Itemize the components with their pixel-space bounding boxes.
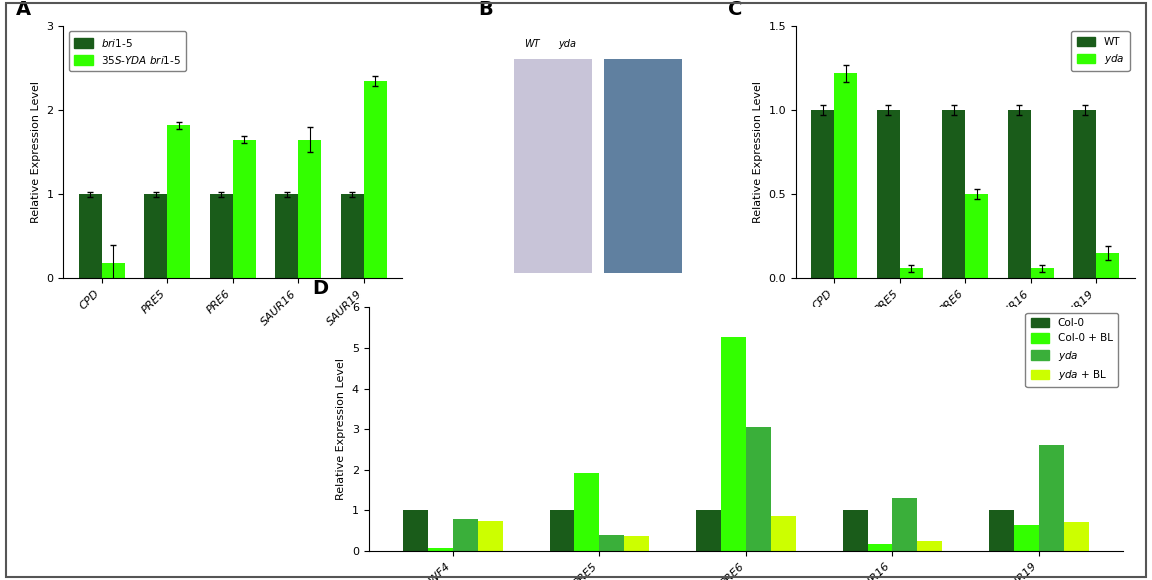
- Bar: [167, 125, 190, 278]
- Bar: [900, 269, 923, 278]
- Bar: [275, 194, 298, 278]
- Bar: [453, 519, 478, 551]
- Legend: $bri1$-$5$, $35S$-$YDA$ $bri1$-$5$: $bri1$-$5$, $35S$-$YDA$ $bri1$-$5$: [69, 31, 187, 71]
- Bar: [965, 194, 988, 278]
- Bar: [599, 535, 624, 551]
- FancyBboxPatch shape: [514, 59, 592, 273]
- Bar: [298, 140, 321, 278]
- Bar: [893, 498, 917, 551]
- Bar: [746, 427, 771, 551]
- Bar: [1039, 445, 1064, 551]
- Bar: [1064, 522, 1089, 551]
- Bar: [1097, 253, 1120, 278]
- Text: B: B: [478, 0, 493, 19]
- Y-axis label: Relative Expression Level: Relative Expression Level: [336, 358, 347, 500]
- Bar: [101, 263, 124, 278]
- Text: WT: WT: [524, 39, 539, 49]
- Bar: [1074, 110, 1097, 278]
- Bar: [990, 510, 1014, 551]
- Bar: [867, 543, 893, 551]
- Bar: [877, 110, 900, 278]
- Text: D: D: [312, 278, 328, 298]
- Bar: [624, 535, 650, 551]
- Bar: [696, 510, 721, 551]
- Legend: Col-0, Col-0 + BL, $yda$, $yda$ + BL: Col-0, Col-0 + BL, $yda$, $yda$ + BL: [1025, 313, 1117, 387]
- Text: A: A: [16, 0, 31, 19]
- Bar: [478, 521, 502, 551]
- Bar: [575, 473, 599, 551]
- Bar: [364, 81, 387, 278]
- Bar: [834, 73, 857, 278]
- Bar: [403, 510, 427, 551]
- Bar: [233, 140, 256, 278]
- Bar: [771, 517, 796, 551]
- Bar: [78, 194, 101, 278]
- FancyBboxPatch shape: [605, 59, 682, 273]
- Bar: [550, 510, 575, 551]
- Bar: [144, 194, 167, 278]
- Text: yda: yda: [558, 39, 576, 49]
- Bar: [942, 110, 965, 278]
- Bar: [1031, 269, 1054, 278]
- Bar: [1008, 110, 1031, 278]
- Y-axis label: Relative Expression Level: Relative Expression Level: [31, 81, 41, 223]
- Text: C: C: [728, 0, 743, 19]
- Legend: WT, $yda$: WT, $yda$: [1071, 31, 1129, 71]
- Bar: [1014, 524, 1039, 551]
- Bar: [721, 336, 746, 551]
- Bar: [917, 541, 942, 551]
- Bar: [842, 510, 867, 551]
- Bar: [341, 194, 364, 278]
- Bar: [210, 194, 233, 278]
- Text: WT: WT: [613, 39, 628, 49]
- Y-axis label: Relative Expression Level: Relative Expression Level: [753, 81, 763, 223]
- Bar: [811, 110, 834, 278]
- Text: yda: yda: [646, 39, 665, 49]
- Bar: [427, 548, 453, 551]
